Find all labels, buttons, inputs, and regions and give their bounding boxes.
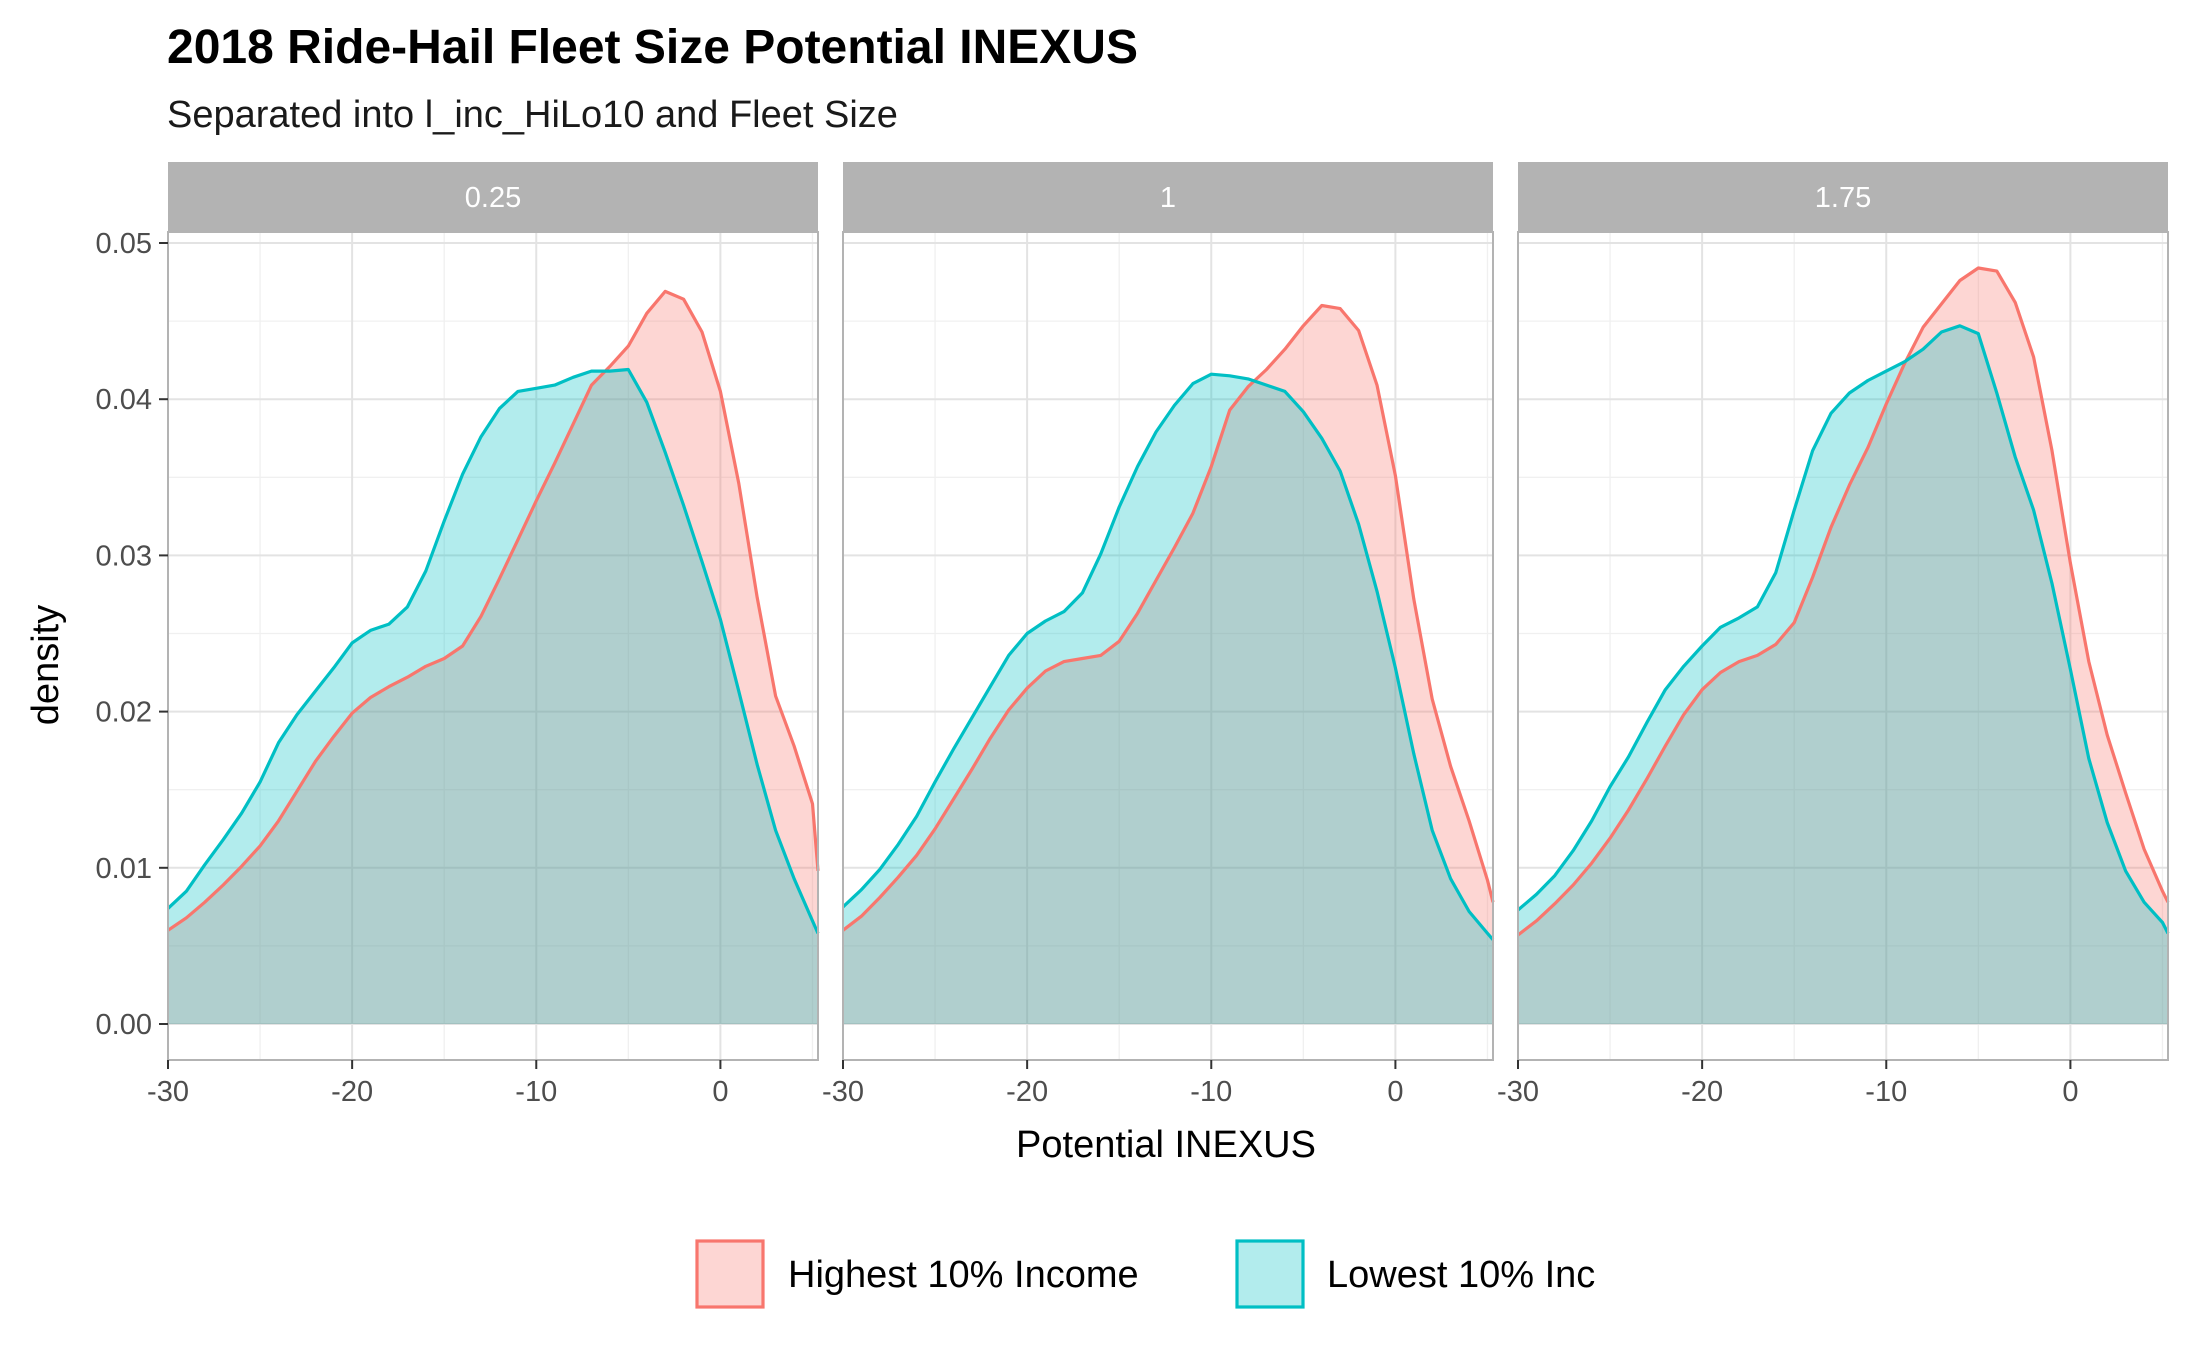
plot-background [168, 232, 818, 1060]
density-line [1516, 324, 2170, 935]
y-tick-label: 0.01 [96, 853, 152, 885]
facet-panel: 1 -30 -20 -10 0 [822, 162, 1495, 1108]
density-area [843, 305, 1493, 1024]
panel-border [167, 231, 819, 1061]
y-tick-label: 0.00 [96, 1009, 152, 1041]
panel-border [842, 231, 1494, 1061]
facet-strip-label: 0.25 [465, 182, 521, 214]
legend-key [695, 1239, 765, 1309]
y-tick-label: 0.03 [96, 540, 152, 572]
x-tick-label: 0 [2062, 1076, 2078, 1108]
x-tick-label: -20 [1006, 1076, 1048, 1108]
density-line [841, 372, 1495, 941]
legend-label: Highest 10% Income [788, 1254, 1139, 1296]
y-axis-title: density [25, 605, 67, 725]
legend-key [1235, 1239, 1305, 1309]
chart-subtitle: Separated into l_inc_HiLo10 and Fleet Si… [167, 94, 898, 136]
x-tick-label: -20 [331, 1076, 373, 1108]
x-axis-title: Potential INEXUS [1016, 1124, 1316, 1166]
x-tick-label: -20 [1681, 1076, 1723, 1108]
facet-strip-label: 1.75 [1815, 182, 1871, 214]
density-area [1518, 325, 2168, 1024]
legend-label: Lowest 10% Inc [1327, 1254, 1595, 1296]
facet-panel: 0.25 -30 -20 -10 0 [147, 162, 820, 1108]
x-tick-label: -30 [1497, 1076, 1539, 1108]
density-area [1518, 268, 2168, 1024]
density-line [167, 289, 820, 932]
density-line [842, 303, 1495, 932]
x-tick-label: -10 [1190, 1076, 1232, 1108]
panel-border [1517, 231, 2169, 1061]
legend: Highest 10% Income Lowest 10% Inc [695, 1239, 1595, 1309]
x-tick-label: -30 [822, 1076, 864, 1108]
facet-strip [843, 162, 1493, 232]
density-area [843, 374, 1493, 1024]
facet-strip [1518, 162, 2168, 232]
x-tick-label: 0 [712, 1076, 728, 1108]
density-area [168, 291, 818, 1024]
facet-strip [168, 162, 818, 232]
density-line [166, 367, 820, 935]
density-line [1517, 266, 2170, 937]
chart-title: 2018 Ride-Hail Fleet Size Potential INEX… [167, 21, 1138, 74]
plot-background [1518, 232, 2168, 1060]
y-tick-label: 0.02 [96, 697, 152, 729]
x-tick-label: 0 [1387, 1076, 1403, 1108]
y-axis: 0.00 0.01 0.02 0.03 0.04 0.05 [96, 228, 168, 1041]
y-tick-label: 0.04 [96, 384, 152, 416]
x-tick-label: -10 [515, 1076, 557, 1108]
facet-panels: 0.25 -30 -20 -10 0 1 -30 -20 -10 0 1.75 -30 -20 -10 0 [147, 162, 2170, 1108]
x-tick-label: -30 [147, 1076, 189, 1108]
facet-strip-label: 1 [1160, 182, 1176, 214]
x-tick-label: -10 [1865, 1076, 1907, 1108]
density-area [168, 369, 818, 1024]
facet-panel: 1.75 -30 -20 -10 0 [1497, 162, 2170, 1108]
y-tick-label: 0.05 [96, 228, 152, 260]
plot-background [843, 232, 1493, 1060]
